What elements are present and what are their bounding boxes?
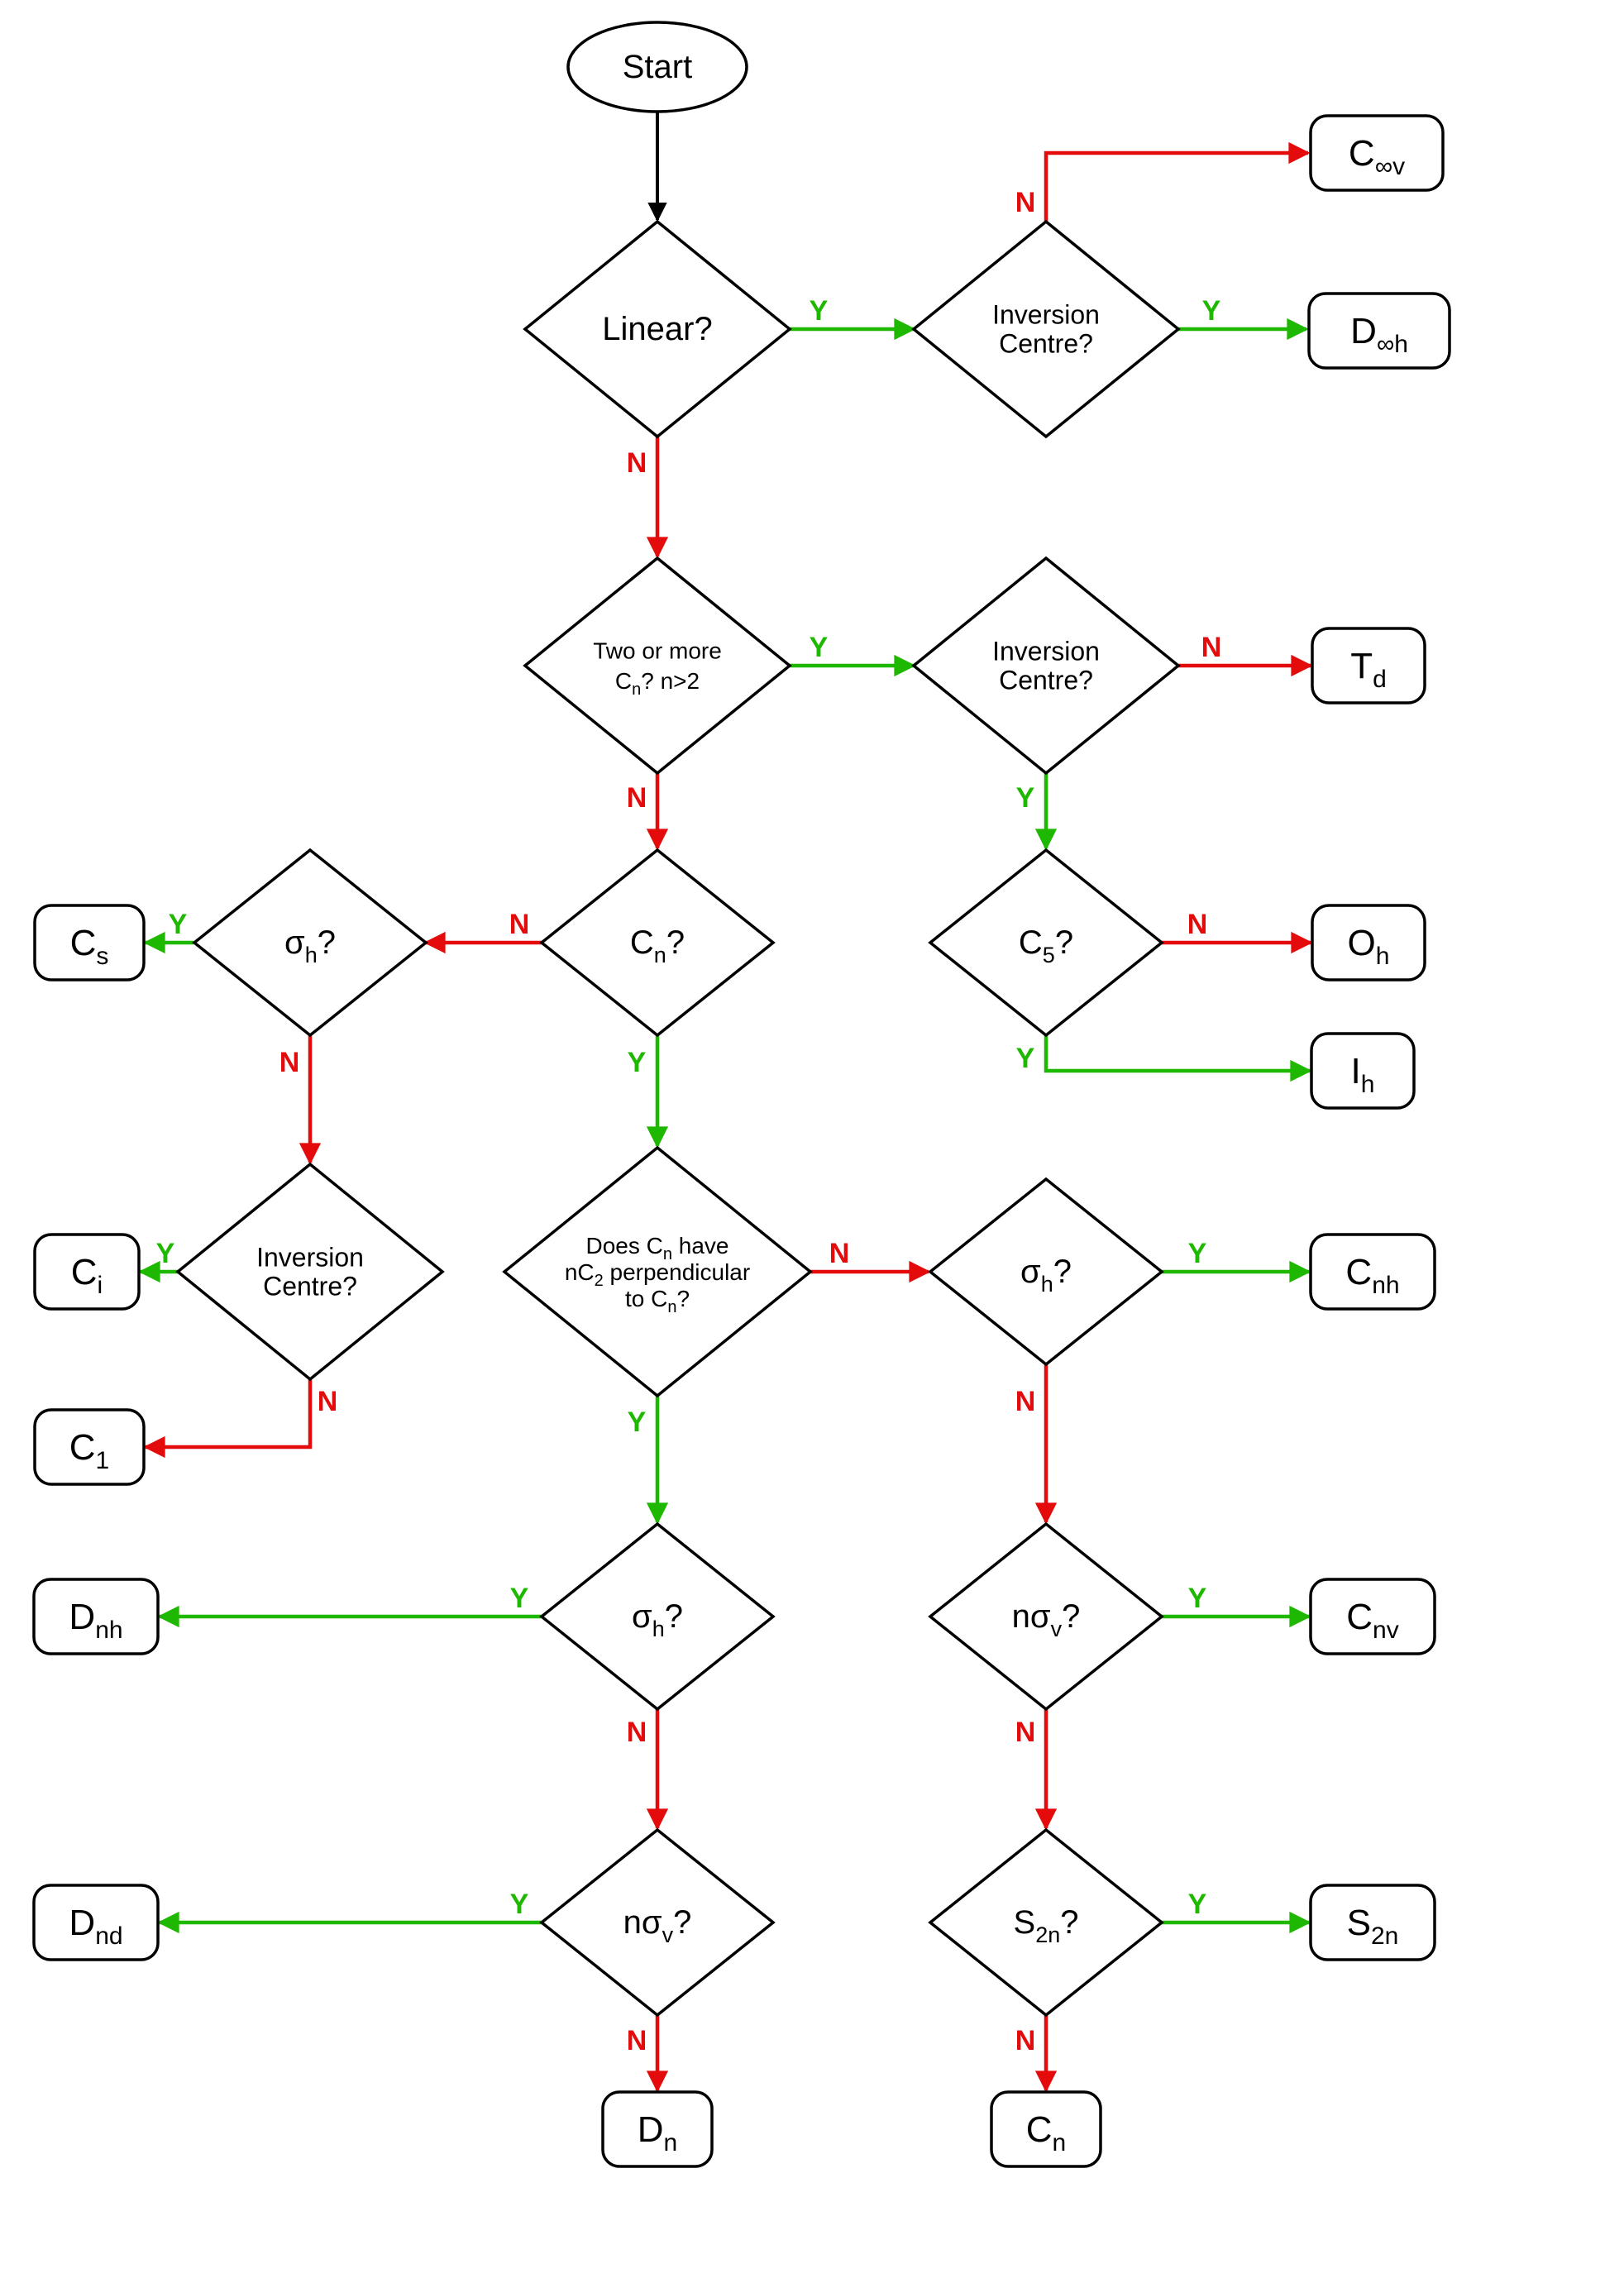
node-t-cinfv: C∞v — [1311, 116, 1443, 190]
edge-label-q-nsv1-q-s2n: N — [1015, 1717, 1036, 1748]
edge-label-q-cn-q-sh1: N — [509, 909, 530, 940]
node-q-s2n: S2n? — [930, 1830, 1162, 2015]
node-t-c1: C1 — [35, 1410, 144, 1484]
node-t-s2n: S2n — [1311, 1885, 1435, 1960]
edge-label-q-inv2-q-c5: Y — [1016, 782, 1035, 814]
svg-text:Cnv: Cnv — [1346, 1597, 1398, 1645]
node-q-inv3: InversionCentre? — [178, 1164, 442, 1379]
node-q-inv1: InversionCentre? — [914, 222, 1178, 437]
svg-text:Cn? n>2: Cn? n>2 — [615, 668, 700, 700]
svg-text:Cn?: Cn? — [630, 924, 685, 967]
edge-label-q-s2n-t-cn: N — [1015, 2025, 1036, 2056]
svg-text:Inversion: Inversion — [992, 299, 1100, 329]
edge-label-q-linear-q-inv1: Y — [810, 295, 829, 327]
node-t-ih: Ih — [1311, 1034, 1414, 1108]
node-t-cnv: Cnv — [1311, 1579, 1435, 1654]
node-start: Start — [568, 22, 747, 112]
node-q-2cn: Two or more Cn? n>2 — [525, 558, 790, 773]
edge-q-inv1-t-cinfv — [1046, 153, 1308, 222]
svg-text:σh?: σh? — [1020, 1254, 1072, 1297]
svg-text:Inversion: Inversion — [992, 636, 1100, 666]
edge-label-q-inv1-t-cinfv: N — [1015, 187, 1036, 218]
svg-text:Cn: Cn — [1026, 2109, 1066, 2157]
edge-label-q-inv2-t-td: N — [1201, 632, 1222, 663]
edge-label-q-sh1-t-cs: Y — [169, 909, 188, 940]
node-q-c5: C5? — [930, 850, 1162, 1035]
edge-label-q-inv3-t-ci: Y — [156, 1238, 175, 1269]
node-t-dinfh: D∞h — [1309, 294, 1450, 368]
svg-text:C∞v: C∞v — [1349, 133, 1405, 181]
svg-text:Centre?: Centre? — [263, 1272, 357, 1302]
node-q-sh2: σh? — [930, 1179, 1162, 1364]
node-t-dnd: Dnd — [34, 1885, 158, 1960]
svg-text:C1: C1 — [69, 1427, 109, 1475]
svg-text:C5?: C5? — [1019, 924, 1073, 967]
edge-label-q-nsv2-t-dnd: Y — [510, 1889, 529, 1920]
edge-label-q-sh2-q-nsv1: N — [1015, 1386, 1036, 1417]
svg-text:Dn: Dn — [638, 2109, 677, 2157]
svg-text:Td: Td — [1350, 646, 1387, 694]
svg-text:Dnh: Dnh — [69, 1597, 122, 1645]
svg-text:σh?: σh? — [284, 924, 336, 967]
svg-text:Start: Start — [623, 49, 692, 85]
svg-text:S2n?: S2n? — [1014, 1904, 1079, 1947]
edge-q-inv3-t-c1 — [146, 1379, 310, 1447]
edge-label-q-nsv1-t-cnv: Y — [1188, 1583, 1207, 1614]
edge-label-q-nsv2-t-dn: N — [627, 2025, 647, 2056]
node-q-nsv2: nσv? — [542, 1830, 773, 2015]
node-t-cn: Cn — [991, 2092, 1101, 2166]
edge-q-c5-t-ih — [1046, 1035, 1310, 1071]
svg-text:Two or more: Two or more — [593, 638, 722, 664]
edge-label-q-c5-t-oh: N — [1187, 909, 1208, 940]
edge-label-q-cn-q-nc2: Y — [628, 1047, 647, 1078]
edge-label-q-sh1-q-inv3: N — [279, 1047, 300, 1078]
node-q-nc2: Does Cn havenC2 perpendicularto Cn? — [504, 1148, 810, 1396]
node-q-linear: Linear? — [525, 222, 790, 437]
svg-text:to Cn?: to Cn? — [625, 1286, 690, 1317]
edge-label-q-linear-q-2cn: N — [627, 447, 647, 479]
svg-text:Dnd: Dnd — [69, 1903, 122, 1951]
edge-label-q-nc2-q-sh3: Y — [628, 1407, 647, 1438]
node-q-cn: Cn? — [542, 850, 773, 1035]
svg-text:Centre?: Centre? — [999, 666, 1093, 695]
svg-text:Oh: Oh — [1348, 923, 1390, 971]
node-q-sh1: σh? — [194, 850, 426, 1035]
svg-text:Cs: Cs — [70, 923, 109, 971]
node-t-dnh: Dnh — [34, 1579, 158, 1654]
svg-text:σh?: σh? — [632, 1598, 683, 1641]
node-t-cs: Cs — [35, 905, 144, 980]
svg-text:nσv?: nσv? — [1012, 1598, 1081, 1641]
edge-label-q-c5-t-ih: Y — [1016, 1043, 1035, 1074]
node-t-ci: Ci — [35, 1235, 139, 1309]
svg-text:Linear?: Linear? — [602, 311, 712, 347]
node-q-sh3: σh? — [542, 1524, 773, 1709]
edge-label-q-s2n-t-s2n: Y — [1188, 1889, 1207, 1920]
svg-text:D∞h: D∞h — [1350, 311, 1408, 359]
svg-text:Ih: Ih — [1351, 1051, 1375, 1099]
edge-label-q-sh3-t-dnh: Y — [510, 1583, 529, 1614]
svg-text:Ci: Ci — [71, 1252, 103, 1300]
edge-label-q-inv1-t-dinfh: Y — [1202, 295, 1221, 327]
node-t-oh: Oh — [1312, 905, 1425, 980]
node-t-dn: Dn — [603, 2092, 712, 2166]
svg-text:Cnh: Cnh — [1345, 1252, 1399, 1300]
edge-label-q-sh2-t-cnh: Y — [1188, 1238, 1207, 1269]
node-t-td: Td — [1312, 628, 1425, 703]
node-t-cnh: Cnh — [1311, 1235, 1435, 1309]
edge-label-q-2cn-q-cn: N — [627, 782, 647, 814]
svg-text:Inversion: Inversion — [256, 1242, 364, 1272]
edge-label-q-sh3-q-nsv2: N — [627, 1717, 647, 1748]
svg-text:Centre?: Centre? — [999, 329, 1093, 359]
node-q-nsv1: nσv? — [930, 1524, 1162, 1709]
flowchart: StartLinear?InversionCentre?Two or moreC… — [0, 0, 1624, 2283]
node-q-inv2: InversionCentre? — [914, 558, 1178, 773]
edge-label-q-inv3-t-c1: N — [318, 1386, 338, 1417]
edge-label-q-nc2-q-sh2: N — [829, 1238, 850, 1269]
edge-label-q-2cn-q-inv2: Y — [810, 632, 829, 663]
svg-text:S2n: S2n — [1347, 1903, 1399, 1951]
svg-text:nσv?: nσv? — [623, 1904, 692, 1947]
